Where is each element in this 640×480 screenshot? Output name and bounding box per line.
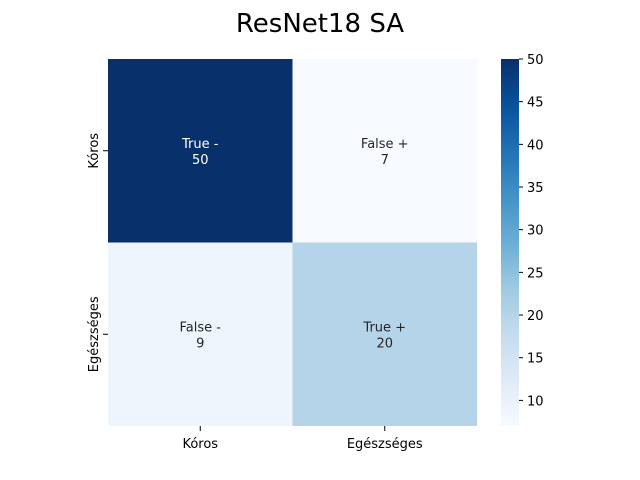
heatmap-cell-labels: True -50 False +7 False -9 True +20 bbox=[180, 137, 409, 352]
cell-value: 20 bbox=[376, 336, 393, 351]
cell-value: 50 bbox=[192, 153, 209, 168]
cell-label: True + bbox=[362, 320, 406, 335]
colorbar-tick-label: 50 bbox=[527, 53, 544, 68]
colorbar bbox=[501, 59, 519, 426]
y-tick-label: Kóros bbox=[87, 133, 102, 169]
heatmap-cells bbox=[108, 59, 477, 426]
y-axis: Kóros Egészséges bbox=[87, 133, 108, 372]
chart-title: ResNet18 SA bbox=[236, 9, 404, 39]
colorbar-tick-label: 10 bbox=[527, 394, 544, 409]
x-axis: Kóros Egészséges bbox=[182, 426, 423, 452]
cell-value: 7 bbox=[381, 153, 389, 168]
x-tick-label: Kóros bbox=[182, 437, 218, 452]
colorbar-tick-label: 35 bbox=[527, 181, 544, 196]
colorbar-tick-label: 30 bbox=[527, 224, 544, 239]
y-tick-label: Egészséges bbox=[87, 296, 102, 372]
heatmap-cell bbox=[292, 59, 477, 243]
colorbar-tick-label: 25 bbox=[527, 266, 544, 281]
heatmap-cell bbox=[108, 59, 293, 243]
heatmap-cell bbox=[292, 242, 477, 426]
cell-value: 9 bbox=[196, 336, 204, 351]
x-tick-label: Egészséges bbox=[347, 437, 423, 452]
colorbar-tick-label: 20 bbox=[527, 309, 544, 324]
colorbar-tick-label: 45 bbox=[527, 96, 544, 111]
colorbar-tick-label: 15 bbox=[527, 352, 544, 367]
cell-label: True - bbox=[181, 137, 219, 152]
heatmap-cell bbox=[108, 242, 293, 426]
colorbar-axis: 10 15 20 25 30 35 40 45 50 bbox=[519, 53, 544, 409]
cell-label: False + bbox=[361, 137, 409, 152]
colorbar-tick-label: 40 bbox=[527, 138, 544, 153]
cell-label: False - bbox=[180, 320, 222, 335]
